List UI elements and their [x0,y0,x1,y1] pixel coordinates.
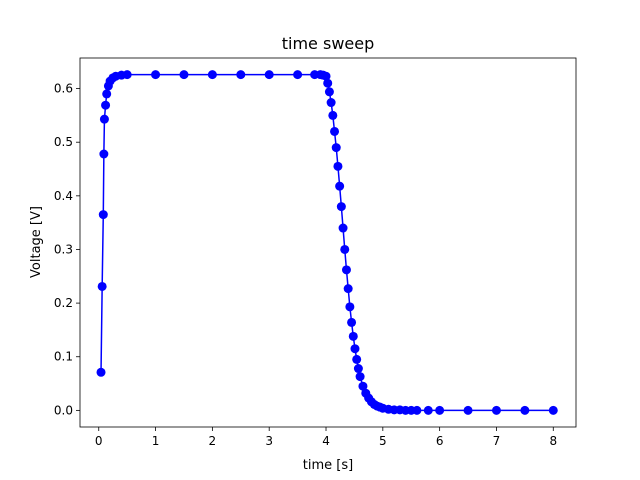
data-point [343,284,353,294]
x-tick-label: 6 [436,434,444,448]
data-point [328,110,338,120]
y-tick-label: 0.0 [54,403,73,417]
data-point [331,143,341,153]
x-tick-label: 4 [322,434,330,448]
data-point [336,202,346,212]
x-tick-label: 1 [152,434,160,448]
data-point [340,244,350,254]
data-point [350,344,360,354]
data-point [99,114,109,124]
y-axis-label: Voltage [V] [29,206,44,278]
data-point [355,372,365,382]
data-point [179,70,189,80]
data-point [102,89,112,99]
data-point [338,223,348,233]
data-point [463,405,473,415]
data-point [324,87,334,97]
data-point [97,281,107,291]
data-point [491,405,501,415]
data-point [358,381,368,391]
data-point [326,98,336,108]
data-point [435,405,445,415]
y-tick-label: 0.2 [54,296,73,310]
data-point [96,367,106,377]
y-tick-label: 0.5 [54,135,73,149]
y-tick-label: 0.1 [54,350,73,364]
data-point [236,70,246,80]
axis-ticks: 0 1 2 3 4 5 6 7 8 0.0 0.1 0.2 0.3 0.4 0.5 0.6 [54,82,557,448]
y-tick-label: 0.4 [54,189,73,203]
data-point [423,405,433,415]
data-point [548,405,558,415]
x-tick-label: 8 [549,434,557,448]
data-point [352,354,362,364]
data-point [101,100,111,110]
data-point [347,317,357,327]
data-point [98,210,108,220]
x-tick-label: 3 [265,434,273,448]
data-point [345,302,355,312]
x-axis-label: time [s] [303,458,353,473]
data-point [321,71,331,81]
data-point [520,405,530,415]
data-point [264,70,274,80]
data-point [353,364,363,374]
x-tick-label: 5 [379,434,387,448]
chart-title: time sweep [282,34,375,53]
x-tick-label: 7 [493,434,501,448]
data-point [330,126,340,136]
data-point [323,78,333,88]
data-point [99,149,109,159]
data-point [207,70,217,80]
data-point [341,265,351,275]
data-point [348,331,358,341]
data-point [151,70,161,80]
data-series [96,70,558,415]
plot-area-frame [79,57,577,428]
data-point [335,181,345,191]
x-tick-label: 2 [209,434,217,448]
x-tick-label: 0 [95,434,103,448]
y-tick-label: 0.6 [54,82,73,96]
data-point [293,70,303,80]
y-tick-label: 0.3 [54,242,73,256]
data-point [122,70,132,80]
data-point [333,161,343,171]
data-point [412,405,422,415]
